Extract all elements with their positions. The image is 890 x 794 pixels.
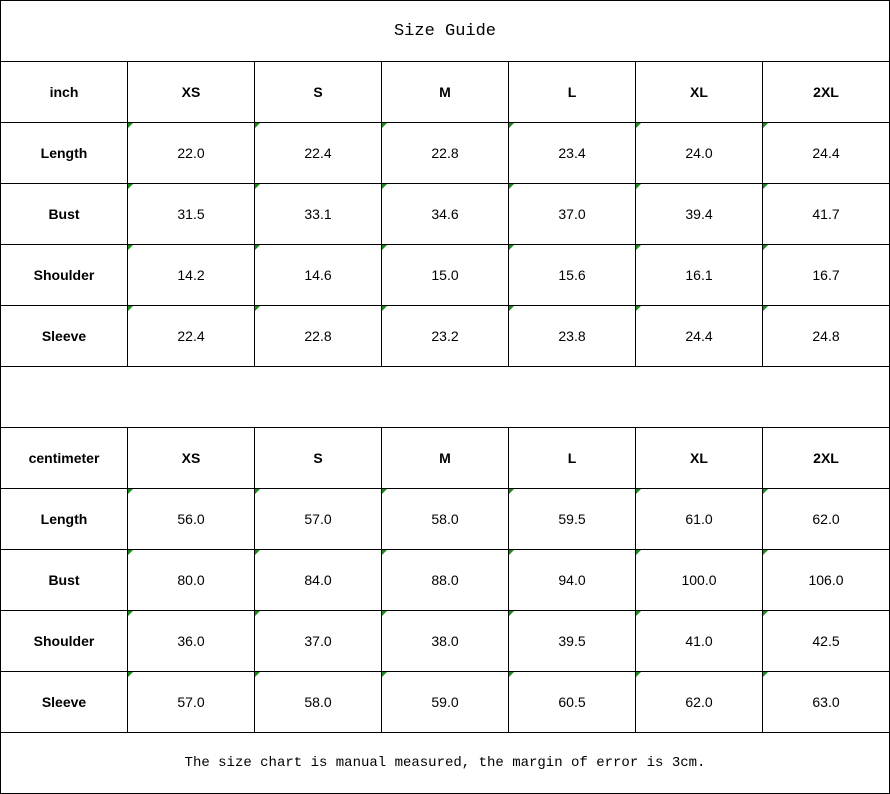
value-cell: 31.5 [127, 183, 255, 245]
value-cell: 24.4 [635, 305, 763, 367]
value-cell: 22.8 [254, 305, 382, 367]
value-cell: 41.0 [635, 610, 763, 672]
value-cell: 94.0 [508, 549, 636, 611]
page-title: Size Guide [0, 0, 890, 62]
value-cell: 16.7 [762, 244, 890, 306]
size-header: XS [127, 61, 255, 123]
value-cell: 15.0 [381, 244, 509, 306]
table-row: Shoulder 14.2 14.6 15.0 15.6 16.1 16.7 [0, 244, 890, 306]
unit-header: centimeter [0, 427, 128, 489]
size-header: XS [127, 427, 255, 489]
value-cell: 33.1 [254, 183, 382, 245]
value-cell: 14.6 [254, 244, 382, 306]
value-cell: 57.0 [254, 488, 382, 550]
row-label: Length [0, 122, 128, 184]
table-row: Sleeve 22.4 22.8 23.2 23.8 24.4 24.8 [0, 305, 890, 367]
row-label: Length [0, 488, 128, 550]
unit-header: inch [0, 61, 128, 123]
value-cell: 39.4 [635, 183, 763, 245]
size-header: L [508, 427, 636, 489]
value-cell: 36.0 [127, 610, 255, 672]
value-cell: 59.0 [381, 671, 509, 733]
value-cell: 22.0 [127, 122, 255, 184]
value-cell: 39.5 [508, 610, 636, 672]
size-header: S [254, 61, 382, 123]
value-cell: 62.0 [635, 671, 763, 733]
row-label: Bust [0, 549, 128, 611]
value-cell: 58.0 [381, 488, 509, 550]
spacer-row [0, 366, 890, 428]
value-cell: 22.4 [127, 305, 255, 367]
table-row: Shoulder 36.0 37.0 38.0 39.5 41.0 42.5 [0, 610, 890, 672]
value-cell: 38.0 [381, 610, 509, 672]
row-label: Bust [0, 183, 128, 245]
value-cell: 41.7 [762, 183, 890, 245]
value-cell: 42.5 [762, 610, 890, 672]
value-cell: 59.5 [508, 488, 636, 550]
size-header: M [381, 61, 509, 123]
row-label: Sleeve [0, 671, 128, 733]
size-header: 2XL [762, 427, 890, 489]
value-cell: 58.0 [254, 671, 382, 733]
value-cell: 62.0 [762, 488, 890, 550]
value-cell: 23.8 [508, 305, 636, 367]
value-cell: 23.2 [381, 305, 509, 367]
value-cell: 88.0 [381, 549, 509, 611]
value-cell: 80.0 [127, 549, 255, 611]
table-row: Sleeve 57.0 58.0 59.0 60.5 62.0 63.0 [0, 671, 890, 733]
table-row: Length 56.0 57.0 58.0 59.5 61.0 62.0 [0, 488, 890, 550]
value-cell: 37.0 [508, 183, 636, 245]
value-cell: 14.2 [127, 244, 255, 306]
header-row: inch XS S M L XL 2XL [0, 61, 890, 123]
value-cell: 37.0 [254, 610, 382, 672]
value-cell: 61.0 [635, 488, 763, 550]
value-cell: 63.0 [762, 671, 890, 733]
value-cell: 106.0 [762, 549, 890, 611]
size-header: XL [635, 427, 763, 489]
measurement-note: The size chart is manual measured, the m… [0, 732, 890, 794]
size-header: 2XL [762, 61, 890, 123]
size-header: XL [635, 61, 763, 123]
value-cell: 24.4 [762, 122, 890, 184]
row-label: Sleeve [0, 305, 128, 367]
value-cell: 24.0 [635, 122, 763, 184]
value-cell: 34.6 [381, 183, 509, 245]
value-cell: 60.5 [508, 671, 636, 733]
row-label: Shoulder [0, 610, 128, 672]
value-cell: 100.0 [635, 549, 763, 611]
value-cell: 24.8 [762, 305, 890, 367]
value-cell: 57.0 [127, 671, 255, 733]
row-label: Shoulder [0, 244, 128, 306]
size-header: L [508, 61, 636, 123]
table-row: Bust 80.0 84.0 88.0 94.0 100.0 106.0 [0, 549, 890, 611]
value-cell: 16.1 [635, 244, 763, 306]
table-row: Bust 31.5 33.1 34.6 37.0 39.4 41.7 [0, 183, 890, 245]
table-row: Length 22.0 22.4 22.8 23.4 24.0 24.4 [0, 122, 890, 184]
value-cell: 84.0 [254, 549, 382, 611]
value-cell: 23.4 [508, 122, 636, 184]
size-header: M [381, 427, 509, 489]
value-cell: 22.8 [381, 122, 509, 184]
value-cell: 22.4 [254, 122, 382, 184]
size-header: S [254, 427, 382, 489]
value-cell: 56.0 [127, 488, 255, 550]
value-cell: 15.6 [508, 244, 636, 306]
header-row: centimeter XS S M L XL 2XL [0, 427, 890, 489]
